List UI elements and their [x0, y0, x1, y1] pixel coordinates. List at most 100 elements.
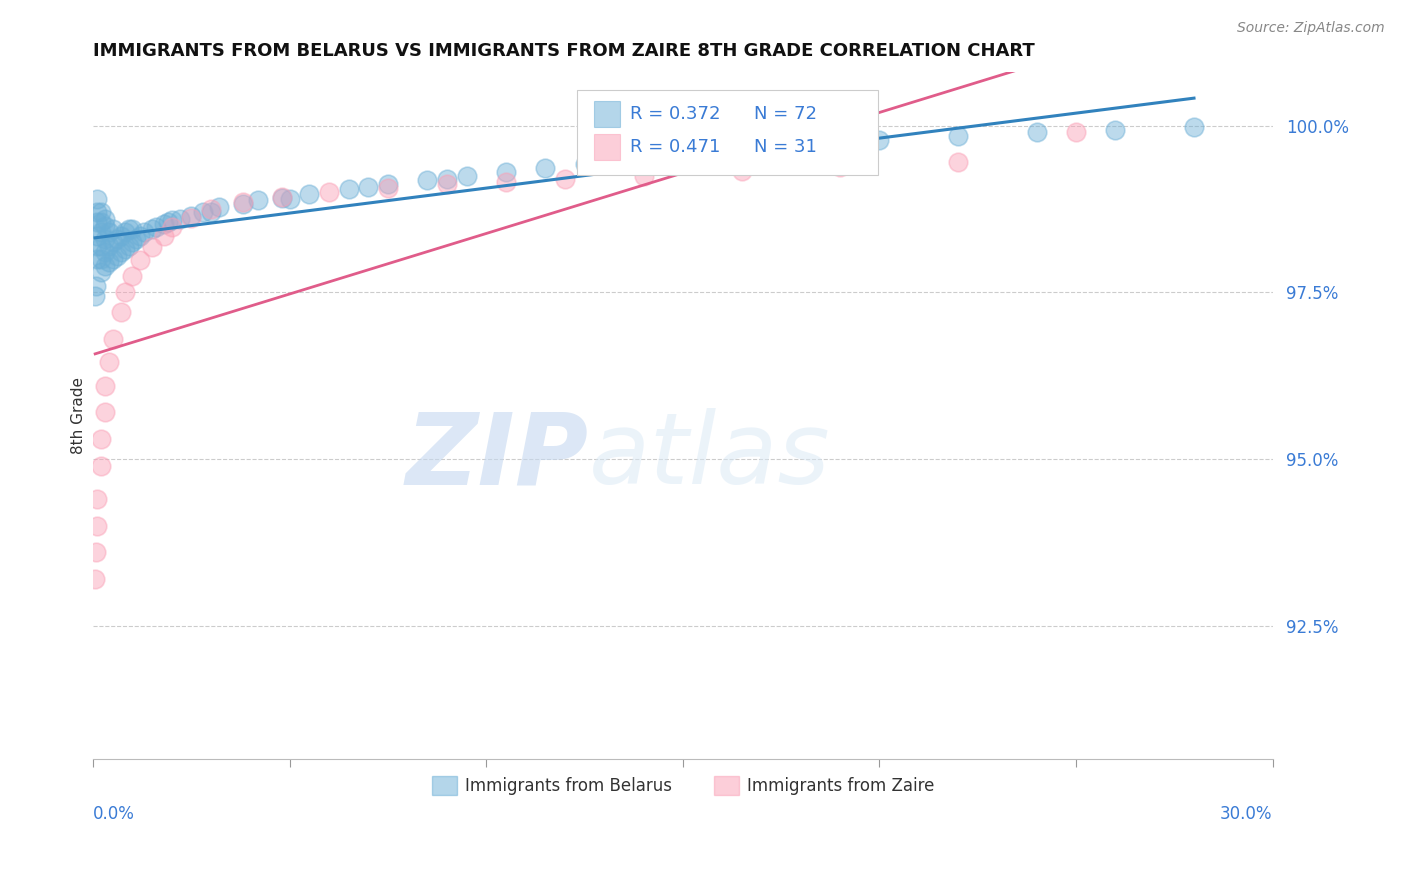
Bar: [595, 102, 620, 128]
Point: [110, 305, 132, 319]
Point: [129, 228, 152, 243]
Point: [1182, 120, 1205, 134]
Point: [160, 213, 183, 227]
Point: [114, 225, 136, 239]
Point: [200, 205, 222, 219]
Point: [145, 220, 167, 235]
Point: [574, 157, 596, 171]
Point: [105, 249, 128, 263]
Point: [436, 178, 458, 192]
Point: [946, 155, 969, 169]
Point: [110, 228, 132, 243]
Bar: [595, 134, 620, 160]
Point: [633, 152, 655, 166]
Point: [200, 202, 222, 216]
Point: [90, 205, 112, 219]
Point: [129, 253, 152, 268]
Point: [436, 172, 458, 186]
Point: [247, 194, 270, 208]
Point: [90, 215, 112, 229]
Point: [94, 245, 117, 260]
Point: [232, 195, 254, 210]
Point: [160, 220, 183, 235]
Point: [97, 355, 120, 369]
Point: [84, 288, 107, 302]
Point: [84, 572, 107, 586]
Point: [692, 146, 714, 161]
Point: [86, 491, 108, 506]
Point: [153, 218, 176, 232]
Point: [90, 432, 112, 446]
Point: [1064, 125, 1087, 139]
Point: [94, 259, 117, 273]
Point: [232, 197, 254, 211]
Point: [117, 222, 139, 236]
Point: [94, 378, 117, 392]
Point: [830, 160, 852, 174]
Point: [94, 219, 117, 233]
Point: [193, 205, 215, 219]
Point: [121, 235, 143, 250]
Point: [94, 212, 117, 227]
Point: [101, 235, 124, 250]
Point: [121, 268, 143, 283]
Point: [114, 242, 136, 256]
Point: [101, 252, 124, 266]
Text: IMMIGRANTS FROM BELARUS VS IMMIGRANTS FROM ZAIRE 8TH GRADE CORRELATION CHART: IMMIGRANTS FROM BELARUS VS IMMIGRANTS FR…: [93, 42, 1035, 60]
Point: [946, 129, 969, 144]
Point: [105, 232, 128, 246]
Point: [90, 252, 112, 266]
Point: [86, 518, 108, 533]
Point: [121, 222, 143, 236]
Point: [97, 225, 120, 239]
Point: [101, 222, 124, 236]
Point: [169, 212, 191, 227]
Point: [337, 182, 360, 196]
Point: [86, 545, 108, 559]
Point: [810, 137, 832, 152]
Point: [86, 278, 108, 293]
Point: [141, 222, 163, 236]
Point: [86, 215, 108, 229]
Text: N = 72: N = 72: [754, 105, 817, 123]
Point: [357, 180, 380, 194]
Point: [270, 191, 292, 205]
Point: [534, 161, 557, 176]
Point: [1104, 122, 1126, 136]
Point: [318, 186, 340, 200]
Text: atlas: atlas: [589, 409, 830, 505]
Point: [97, 255, 120, 269]
Point: [495, 165, 517, 179]
Point: [117, 238, 139, 252]
Text: Source: ZipAtlas.com: Source: ZipAtlas.com: [1237, 21, 1385, 35]
Point: [633, 169, 655, 183]
Point: [97, 238, 120, 252]
Point: [86, 238, 108, 252]
Point: [94, 232, 117, 246]
Point: [495, 175, 517, 189]
Point: [90, 225, 112, 239]
Legend: Immigrants from Belarus, Immigrants from Zaire: Immigrants from Belarus, Immigrants from…: [425, 770, 941, 802]
Point: [156, 215, 179, 229]
Point: [208, 200, 231, 214]
Point: [377, 180, 399, 194]
Text: 30.0%: 30.0%: [1220, 805, 1272, 823]
Point: [869, 133, 891, 147]
Point: [298, 186, 321, 201]
Point: [90, 458, 112, 473]
Text: 0.0%: 0.0%: [93, 805, 135, 823]
Point: [180, 211, 202, 225]
Point: [1025, 125, 1047, 139]
Point: [101, 332, 124, 346]
Point: [125, 232, 148, 246]
Point: [94, 405, 117, 419]
Point: [270, 190, 292, 204]
Point: [114, 285, 136, 300]
Point: [86, 228, 108, 243]
Point: [153, 228, 176, 243]
Point: [180, 209, 202, 223]
Point: [86, 192, 108, 206]
Text: ZIP: ZIP: [405, 409, 589, 505]
Point: [86, 205, 108, 219]
Point: [416, 173, 439, 187]
